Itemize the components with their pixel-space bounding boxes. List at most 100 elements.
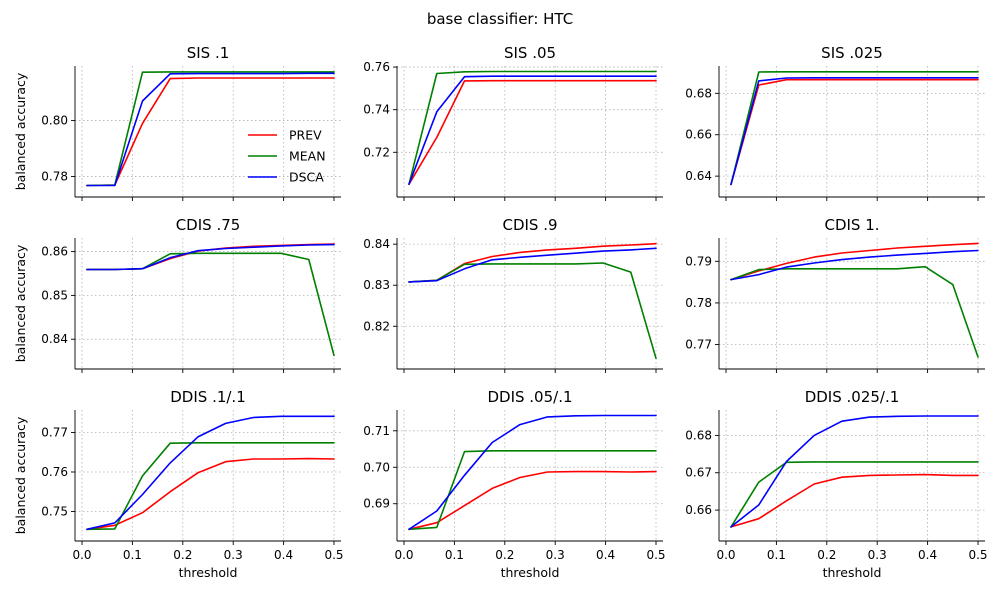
- y-tick-label: 0.69: [363, 497, 390, 511]
- series-line-prev: [86, 77, 335, 187]
- subplot-title: DDIS .025/.1: [805, 388, 900, 406]
- y-tick-label: 0.71: [363, 424, 390, 438]
- x-tick-label: 0.1: [767, 548, 786, 562]
- legend-label-mean: MEAN: [289, 149, 326, 164]
- x-tick-label: 0.2: [817, 548, 836, 562]
- series-line-mean: [86, 71, 335, 187]
- x-tick-label: 0.3: [224, 548, 243, 562]
- subplot-title: CDIS 1.: [824, 216, 879, 234]
- subplot-title: DDIS .05/.1: [487, 388, 572, 406]
- series-line-dsca: [730, 249, 979, 281]
- series-line-mean: [730, 265, 979, 358]
- x-tick-label: 0.1: [123, 548, 142, 562]
- subplot-7: DDIS .1/.1 0.75 0.76 0.77 0.0 0.1 0.2 0.3 0.4 0.5…: [13, 388, 344, 580]
- subplot-8: DDIS .05/.1 0.69 0.70 0.71 0.0 0.1 0.2 0.3 0.4 0.…: [363, 388, 665, 580]
- y-tick-label: 0.85: [41, 288, 68, 302]
- x-tick-label: 0.0: [394, 548, 413, 562]
- x-tick-label: 0.4: [274, 548, 293, 562]
- series-line-dsca: [730, 415, 979, 528]
- series-line-dsca: [86, 72, 335, 187]
- y-tick-label: 0.77: [41, 426, 68, 440]
- x-tick-label: 0.3: [546, 548, 565, 562]
- subplot-title: CDIS .75: [176, 216, 241, 234]
- subplot-6: CDIS 1. 0.77 0.78 0.79: [685, 216, 985, 373]
- y-tick-label: 0.68: [685, 428, 712, 442]
- subplot-title: SIS .1: [187, 44, 230, 62]
- series-line-dsca: [408, 247, 657, 283]
- x-tick-label: 0.2: [173, 548, 192, 562]
- y-tick-label: 0.68: [685, 86, 712, 100]
- x-tick-label: 0.2: [495, 548, 514, 562]
- x-tick-label: 0.4: [918, 548, 937, 562]
- legend-label-dsca: DSCA: [289, 170, 324, 185]
- series-line-dsca: [730, 77, 979, 186]
- x-tick-label: 0.3: [868, 548, 887, 562]
- x-tick-label: 0.4: [596, 548, 615, 562]
- x-axis-label: threshold: [501, 565, 560, 580]
- series-line-dsca: [86, 243, 335, 271]
- series-line-mean: [408, 70, 657, 185]
- y-tick-label: 0.77: [685, 338, 712, 352]
- y-tick-label: 0.76: [363, 60, 390, 74]
- y-axis-label: balanced accuracy: [13, 416, 28, 534]
- y-tick-label: 0.78: [41, 170, 68, 184]
- y-tick-label: 0.64: [685, 169, 712, 183]
- series-line-prev: [730, 78, 979, 186]
- series-line-prev: [730, 473, 979, 528]
- x-tick-label: 0.1: [445, 548, 464, 562]
- legend-label-prev: PREV: [289, 128, 322, 143]
- subplot-2: SIS .05 0.72 0.74 0.76: [363, 44, 663, 201]
- series-line-prev: [86, 457, 335, 531]
- series-line-prev: [408, 470, 657, 531]
- series-line-mean: [730, 461, 979, 528]
- y-tick-label: 0.79: [685, 254, 712, 268]
- y-tick-label: 0.67: [685, 466, 712, 480]
- x-tick-label: 0.0: [716, 548, 735, 562]
- y-tick-label: 0.84: [363, 237, 390, 251]
- y-tick-label: 0.82: [363, 319, 390, 333]
- subplot-1: SIS .1 0.78 0.80 balanced accuracy PREV MEAN D…: [13, 44, 341, 201]
- series-line-mean: [408, 262, 657, 360]
- y-tick-label: 0.80: [41, 114, 68, 128]
- series-line-mean: [86, 441, 335, 531]
- y-tick-label: 0.75: [41, 504, 68, 518]
- subplot-title: SIS .05: [504, 44, 556, 62]
- x-tick-label: 0.5: [646, 548, 665, 562]
- series-line-prev: [408, 79, 657, 185]
- series-line-dsca: [86, 415, 335, 531]
- x-tick-label: 0.5: [968, 548, 987, 562]
- series-line-prev: [730, 242, 979, 281]
- y-tick-label: 0.70: [363, 460, 390, 474]
- y-tick-label: 0.66: [685, 503, 712, 517]
- x-tick-label: 0.5: [324, 548, 343, 562]
- y-axis-label: balanced accuracy: [13, 244, 28, 362]
- figure-title: base classifier: HTC: [427, 10, 573, 28]
- y-tick-label: 0.74: [363, 103, 390, 117]
- series-line-dsca: [408, 414, 657, 531]
- series-line-dsca: [408, 75, 657, 185]
- series-line-mean: [730, 71, 979, 186]
- subplot-5: CDIS .9 0.82 0.83 0.84: [363, 216, 663, 373]
- y-tick-label: 0.78: [685, 296, 712, 310]
- legend: PREV MEAN DSCA: [248, 128, 326, 185]
- subplot-grid: SIS .1 0.78 0.80 balanced accuracy PREV MEAN D…: [13, 44, 988, 580]
- y-tick-label: 0.66: [685, 128, 712, 142]
- y-tick-label: 0.86: [41, 245, 68, 259]
- y-tick-label: 0.83: [363, 278, 390, 292]
- y-tick-label: 0.76: [41, 465, 68, 479]
- series-line-mean: [408, 449, 657, 531]
- subplot-4: CDIS .75 0.84 0.85 0.86 balanced accuracy: [13, 216, 341, 373]
- x-axis-label: threshold: [823, 565, 882, 580]
- subplot-title: CDIS .9: [502, 216, 557, 234]
- y-axis-label: balanced accuracy: [13, 72, 28, 190]
- x-axis-label: threshold: [179, 565, 238, 580]
- y-tick-label: 0.72: [363, 145, 390, 159]
- subplot-9: DDIS .025/.1 0.66 0.67 0.68 0.0 0.1 0.2 0.3 0.4 0…: [685, 388, 987, 580]
- x-tick-label: 0.0: [72, 548, 91, 562]
- subplot-title: SIS .025: [821, 44, 883, 62]
- subplot-3: SIS .025 0.64 0.66 0.68: [685, 44, 985, 201]
- y-tick-label: 0.84: [41, 332, 68, 346]
- subplot-title: DDIS .1/.1: [170, 388, 246, 406]
